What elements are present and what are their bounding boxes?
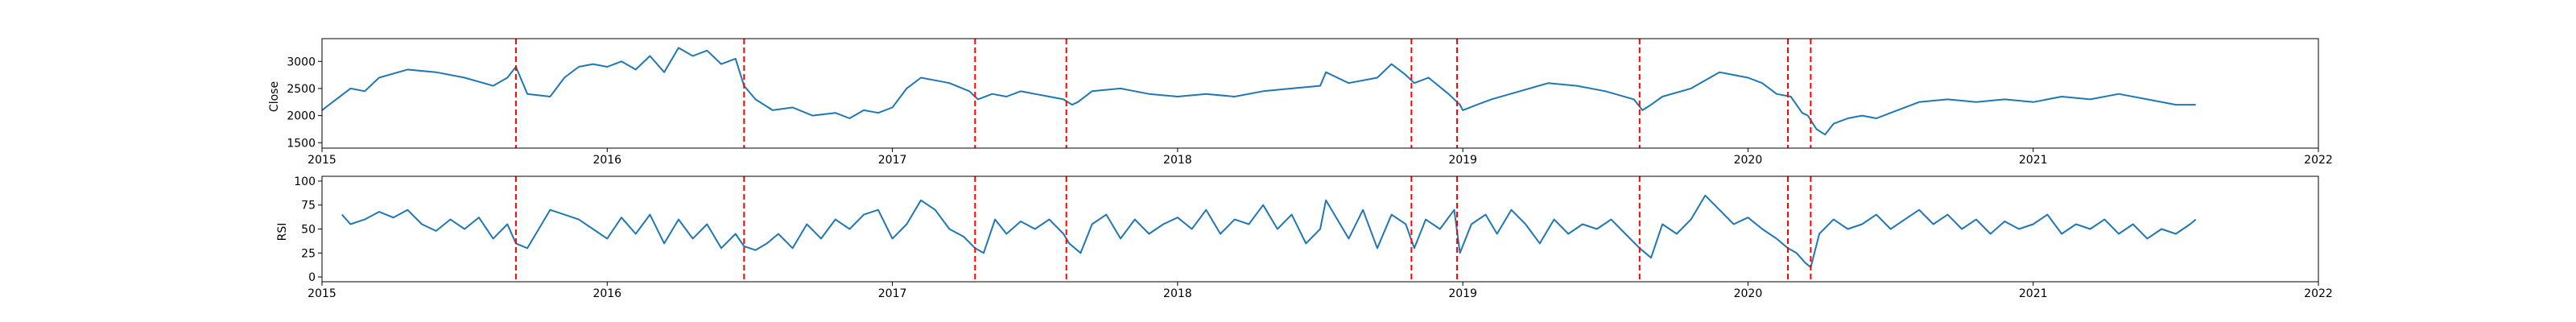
rsi-y-tick-label-3: 75 (301, 200, 316, 213)
rsi-panel: 2015 2016 2017 2018 2019 2020 2021 2022 0 25 50 75… (276, 175, 2333, 300)
rsi-y-tick-label-1: 25 (301, 247, 316, 260)
rsi-y-tick-label-4: 100 (294, 175, 316, 188)
rsi-x-tick-label-6: 2021 (2019, 287, 2048, 300)
rsi-x-tick-label-5: 2020 (1734, 287, 1763, 300)
close-series-line-0 (321, 47, 2196, 136)
rsi-x-tick-label-7: 2022 (2304, 287, 2333, 300)
close-y-tick-label-1: 2000 (287, 110, 316, 123)
close-x-tick-label-4: 2019 (1448, 154, 1477, 167)
rsi-x-tick-label-4: 2019 (1448, 287, 1477, 300)
close-x-tick-label-1: 2016 (592, 154, 621, 167)
close-y-axis-label: Close (268, 81, 281, 112)
close-x-tick-label-0: 2015 (308, 154, 336, 167)
rsi-series-line-0 (341, 194, 2197, 269)
rsi-x-ticks: 2015 2016 2017 2018 2019 2020 2021 2022 (308, 282, 2333, 300)
close-series-layer (321, 47, 2196, 136)
close-x-ticks: 2015 2016 2017 2018 2019 2020 2021 2022 (308, 148, 2333, 167)
rsi-y-axis-label: RSI (276, 223, 289, 242)
rsi-y-tick-label-0: 0 (308, 271, 316, 284)
close-event-lines (514, 39, 1812, 148)
close-y-ticks: 1500 2000 2500 3000 (287, 56, 322, 150)
rsi-x-tick-label-0: 2015 (308, 287, 336, 300)
rsi-y-tick-label-2: 50 (301, 224, 316, 237)
rsi-series-layer (341, 194, 2197, 269)
rsi-x-tick-label-1: 2016 (592, 287, 621, 300)
close-y-tick-label-2: 2500 (287, 83, 316, 96)
close-y-tick-label-3: 3000 (287, 56, 316, 68)
close-x-tick-label-7: 2022 (2304, 154, 2333, 167)
close-y-tick-label-0: 1500 (287, 137, 316, 150)
close-x-tick-label-3: 2018 (1163, 154, 1192, 167)
close-x-tick-label-6: 2021 (2019, 154, 2048, 167)
close-axes-frame (321, 38, 2319, 149)
rsi-x-tick-label-3: 2018 (1163, 287, 1192, 300)
close-x-tick-label-5: 2020 (1734, 154, 1763, 167)
close-x-tick-label-2: 2017 (878, 154, 907, 167)
close-price-panel: 2015 2016 2017 2018 2019 2020 2021 2022 1500 200… (268, 38, 2333, 167)
rsi-y-ticks: 0 25 50 75 100 (294, 175, 322, 284)
rsi-x-tick-label-2: 2017 (878, 287, 907, 300)
